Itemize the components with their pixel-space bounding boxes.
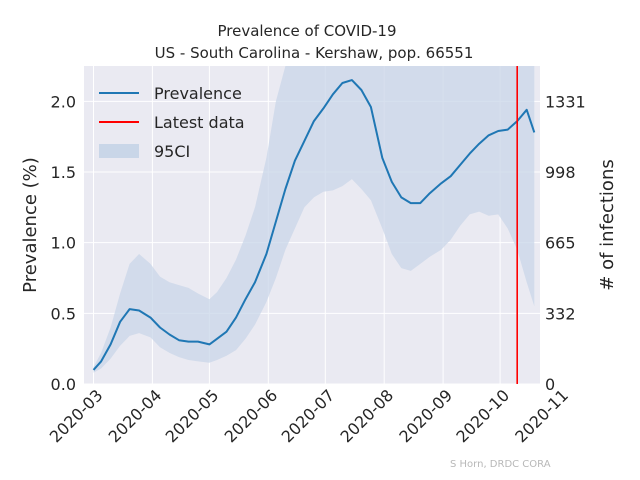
legend-prevalence-label: Prevalence — [154, 84, 242, 103]
y-tick-label: 1.0 — [51, 234, 76, 253]
credit-text: S Horn, DRDC CORA — [450, 459, 551, 470]
x-tick-label: 2020-07 — [278, 386, 339, 447]
y-tick-label: 2.0 — [51, 92, 76, 111]
confidence-band — [93, 66, 535, 373]
legend-ci-label: 95CI — [154, 142, 190, 161]
x-tick-label: 2020-09 — [395, 386, 456, 447]
legend-ci-swatch — [99, 144, 139, 158]
y2-tick-label: 665 — [545, 234, 576, 253]
y2-tick-label: 998 — [545, 163, 576, 182]
x-tick-label: 2020-11 — [511, 386, 572, 447]
y-tick-label: 0.0 — [51, 375, 76, 394]
x-tick-label: 2020-08 — [336, 386, 397, 447]
y-tick-label: 0.5 — [51, 304, 76, 323]
y2-tick-label: 0 — [545, 375, 555, 394]
x-tick-label: 2020-03 — [46, 386, 107, 447]
x-axis-ticks: 2020-032020-042020-052020-062020-072020-… — [46, 386, 572, 447]
y-axis-ticks: 0.0 0.5 1.0 1.5 2.0 — [51, 92, 76, 394]
x-tick-label: 2020-06 — [221, 386, 282, 447]
y2-tick-label: 1331 — [545, 92, 586, 111]
y2-axis-label: # of infections — [597, 159, 618, 290]
y-axis-label: Prevalence (%) — [20, 157, 41, 293]
legend-latest-label: Latest data — [154, 113, 245, 132]
chart-subtitle: US - South Carolina - Kershaw, pop. 6655… — [155, 44, 474, 62]
y2-axis-ticks: 0 332 665 998 1331 — [545, 92, 586, 394]
chart-title: Prevalence of COVID-19 — [217, 22, 396, 40]
x-tick-label: 2020-10 — [452, 386, 513, 447]
y-tick-label: 1.5 — [51, 163, 76, 182]
legend: Prevalence Latest data 95CI — [99, 84, 245, 161]
x-tick-label: 2020-04 — [105, 386, 166, 447]
prevalence-line — [92, 79, 536, 371]
y2-tick-label: 332 — [545, 304, 576, 323]
x-tick-label: 2020-05 — [162, 386, 223, 447]
